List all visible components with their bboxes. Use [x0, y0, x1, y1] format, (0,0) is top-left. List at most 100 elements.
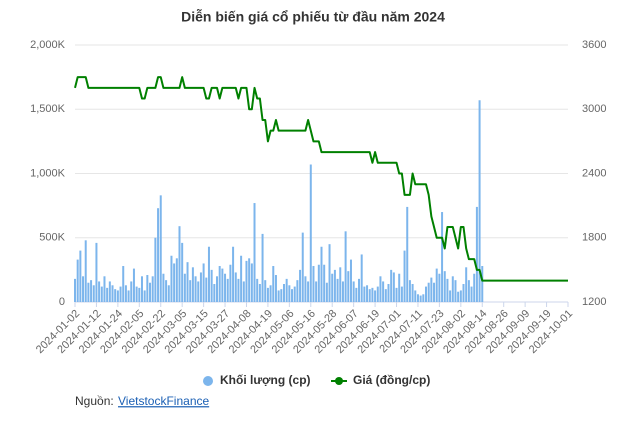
bar — [82, 276, 85, 302]
bar — [261, 233, 264, 302]
bar — [218, 266, 221, 302]
bar — [419, 295, 422, 302]
bar — [382, 281, 385, 302]
y2-tick-label: 3600 — [582, 39, 606, 51]
y2-tick-label: 3000 — [582, 103, 606, 115]
bar — [277, 290, 280, 302]
source-label: Nguồn: — [75, 394, 114, 408]
bar — [170, 255, 173, 302]
bar — [207, 246, 210, 302]
bar — [140, 276, 143, 302]
bar — [175, 258, 178, 302]
bar — [400, 286, 403, 302]
price-line — [74, 76, 568, 282]
bar — [331, 273, 334, 302]
bar — [475, 206, 478, 302]
bar — [119, 286, 122, 302]
bar — [459, 290, 462, 302]
bar — [336, 278, 339, 302]
y-tick-label: 500K — [39, 232, 65, 244]
bar — [358, 278, 361, 302]
bar — [79, 250, 82, 302]
bar — [443, 271, 446, 302]
bar — [106, 287, 109, 302]
bar — [87, 282, 90, 302]
bar — [481, 266, 484, 302]
legend-swatch — [203, 376, 213, 386]
bar — [154, 237, 157, 302]
bar — [132, 268, 135, 302]
bar — [76, 259, 79, 302]
bar — [229, 264, 232, 302]
bar — [272, 266, 275, 302]
bar — [122, 266, 125, 302]
bar — [138, 287, 141, 302]
y2-tick-label: 2400 — [582, 167, 606, 179]
bar — [379, 276, 382, 302]
bar — [146, 275, 149, 302]
bar — [95, 242, 98, 302]
bar — [100, 286, 103, 302]
bar — [427, 282, 430, 302]
bar — [282, 284, 285, 302]
bar — [181, 242, 184, 302]
bar — [355, 287, 358, 302]
bar — [360, 254, 363, 302]
bar — [103, 276, 106, 302]
bar — [416, 294, 419, 302]
bar — [248, 258, 251, 302]
bar — [301, 232, 304, 302]
bar — [90, 280, 93, 302]
bar — [368, 289, 371, 302]
bar — [258, 284, 261, 302]
bar — [183, 273, 186, 302]
bar — [186, 262, 189, 302]
bar — [478, 100, 481, 302]
bar — [462, 284, 465, 302]
bar — [92, 285, 95, 302]
legend-swatch — [335, 377, 343, 385]
bar — [296, 280, 299, 302]
bar — [317, 264, 320, 302]
bar — [341, 281, 344, 302]
bar — [446, 278, 449, 302]
bar — [274, 275, 277, 302]
bar — [210, 269, 213, 302]
bar — [333, 269, 336, 302]
bar — [470, 286, 473, 302]
bar — [320, 246, 323, 302]
bar — [309, 164, 312, 302]
bar — [256, 278, 259, 302]
bar — [408, 280, 411, 302]
bar — [451, 276, 454, 302]
bar — [250, 263, 253, 302]
bar — [325, 282, 328, 302]
bar — [221, 268, 224, 302]
bar — [387, 284, 390, 302]
bar — [398, 273, 401, 302]
source-link[interactable]: VietstockFinance — [118, 394, 209, 408]
bar — [240, 255, 243, 302]
bar — [339, 267, 342, 302]
bar — [234, 272, 237, 302]
bar — [291, 289, 294, 302]
bar — [266, 287, 269, 302]
bar — [127, 290, 130, 302]
y2-tick-label: 1800 — [582, 232, 606, 244]
bar — [374, 290, 377, 302]
bar — [299, 269, 302, 302]
bar — [288, 285, 291, 302]
bar — [202, 263, 205, 302]
bar — [473, 273, 476, 302]
bar — [438, 273, 441, 302]
bar — [304, 276, 307, 302]
y-tick-label: 2,000K — [30, 39, 66, 51]
bar — [151, 276, 154, 302]
bar — [430, 277, 433, 302]
bar — [157, 208, 160, 302]
bar — [189, 280, 192, 302]
bar — [422, 294, 425, 302]
bar — [114, 289, 117, 302]
bar — [264, 280, 267, 302]
